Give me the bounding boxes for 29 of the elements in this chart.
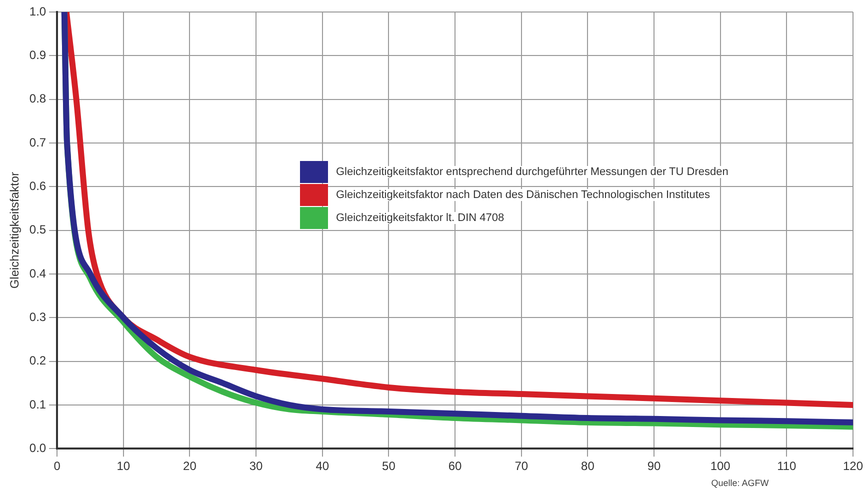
x-tick-label: 70 [514,459,528,474]
y-tick-label: 0.9 [29,48,46,62]
y-tick-label: 0.1 [29,397,46,412]
x-tick-label: 100 [710,459,731,474]
legend-label: Gleichzeitigkeitsfaktor nach Daten des Dänischen Technologischen Institutes [334,188,712,200]
x-tick-label: 40 [316,459,330,474]
legend-label: Gleichzeitigkeitsfaktor entsprechend durchgeführter Messungen der TU Dresden [334,166,730,178]
x-tick-label: 80 [581,459,595,474]
y-tick-label: 0.6 [29,178,46,193]
legend-label: Gleichzeitigkeitsfaktor lt. DIN 4708 [334,212,506,224]
y-tick-label: 0.3 [29,310,46,324]
y-tick-label: 0.5 [29,222,46,237]
y-tick-label: 1.0 [29,4,46,18]
y-tick-label: 0.4 [29,266,46,280]
y-tick-label: 0.2 [29,354,46,368]
x-tick-label: 120 [842,459,864,474]
y-tick-label: 0.7 [29,135,46,150]
x-tick-label: 90 [647,459,662,474]
x-tick-label: 110 [777,459,797,474]
x-tick-label: 30 [249,459,264,474]
x-tick-label: 10 [116,459,130,474]
y-tick-label: 0.8 [29,92,46,106]
x-tick-label: 50 [382,459,396,474]
y-axis-title: Gleichzeitigkeitsfaktor [8,172,22,289]
x-tick-label: 60 [448,459,462,474]
source-note: Quelle: AGFW [711,478,770,488]
x-tick-label: 0 [54,459,61,474]
y-tick-label: 0.0 [29,440,46,455]
x-tick-label: 20 [183,459,197,474]
